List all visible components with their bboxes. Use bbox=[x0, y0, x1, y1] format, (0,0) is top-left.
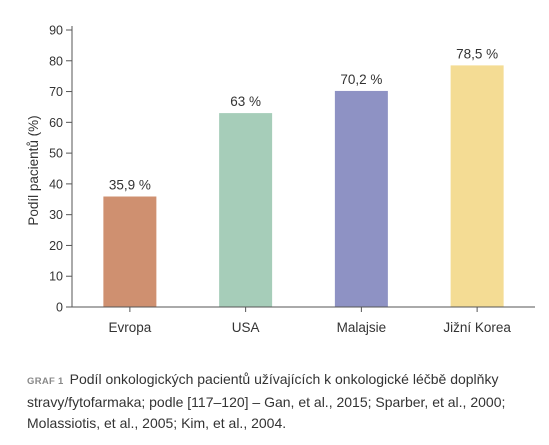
y-tick-label: 70 bbox=[49, 85, 63, 99]
bar-chart: Podíl pacientů (%) 0 10 20 30 40 50 60 70 80 90 3… bbox=[26, 24, 535, 335]
data-label: 63 % bbox=[230, 94, 261, 109]
x-tick-label: Evropa bbox=[108, 320, 151, 335]
bars: 35,9 % 63 % 70,2 % 78,5 % bbox=[103, 46, 504, 308]
bar-3 bbox=[450, 65, 504, 308]
figure-caption: GRAF 1 Podíl onkologických pacientů užíva… bbox=[27, 369, 542, 434]
bar-0 bbox=[103, 196, 157, 307]
y-tick-label: 20 bbox=[49, 239, 63, 253]
y-tick-label: 80 bbox=[49, 54, 63, 68]
y-tick-label: 30 bbox=[49, 208, 63, 222]
bar-2 bbox=[334, 90, 388, 307]
x-axis: Evropa USA Malajsie Jižní Korea bbox=[72, 306, 535, 335]
y-axis: 0 10 20 30 40 50 60 70 80 90 bbox=[49, 24, 73, 315]
y-tick-label: 90 bbox=[49, 24, 63, 38]
caption-text: Podíl onkologických pacientů užívajících… bbox=[27, 371, 506, 431]
y-axis-title: Podíl pacientů (%) bbox=[26, 115, 41, 225]
y-axis-title-group: Podíl pacientů (%) bbox=[26, 115, 41, 225]
caption-tag: GRAF 1 bbox=[27, 376, 64, 387]
data-label: 70,2 % bbox=[340, 72, 382, 87]
y-tick-label: 60 bbox=[49, 116, 63, 130]
bar-1 bbox=[219, 113, 273, 307]
x-tick-label: Jižní Korea bbox=[443, 320, 511, 335]
y-tick-label: 10 bbox=[49, 270, 63, 284]
y-tick-label: 0 bbox=[56, 301, 63, 315]
y-tick-label: 50 bbox=[49, 147, 63, 161]
x-tick-label: Malajsie bbox=[337, 320, 387, 335]
y-tick-label: 40 bbox=[49, 177, 63, 191]
data-label: 78,5 % bbox=[456, 46, 498, 61]
data-label: 35,9 % bbox=[109, 178, 151, 193]
x-tick-label: USA bbox=[232, 320, 260, 335]
